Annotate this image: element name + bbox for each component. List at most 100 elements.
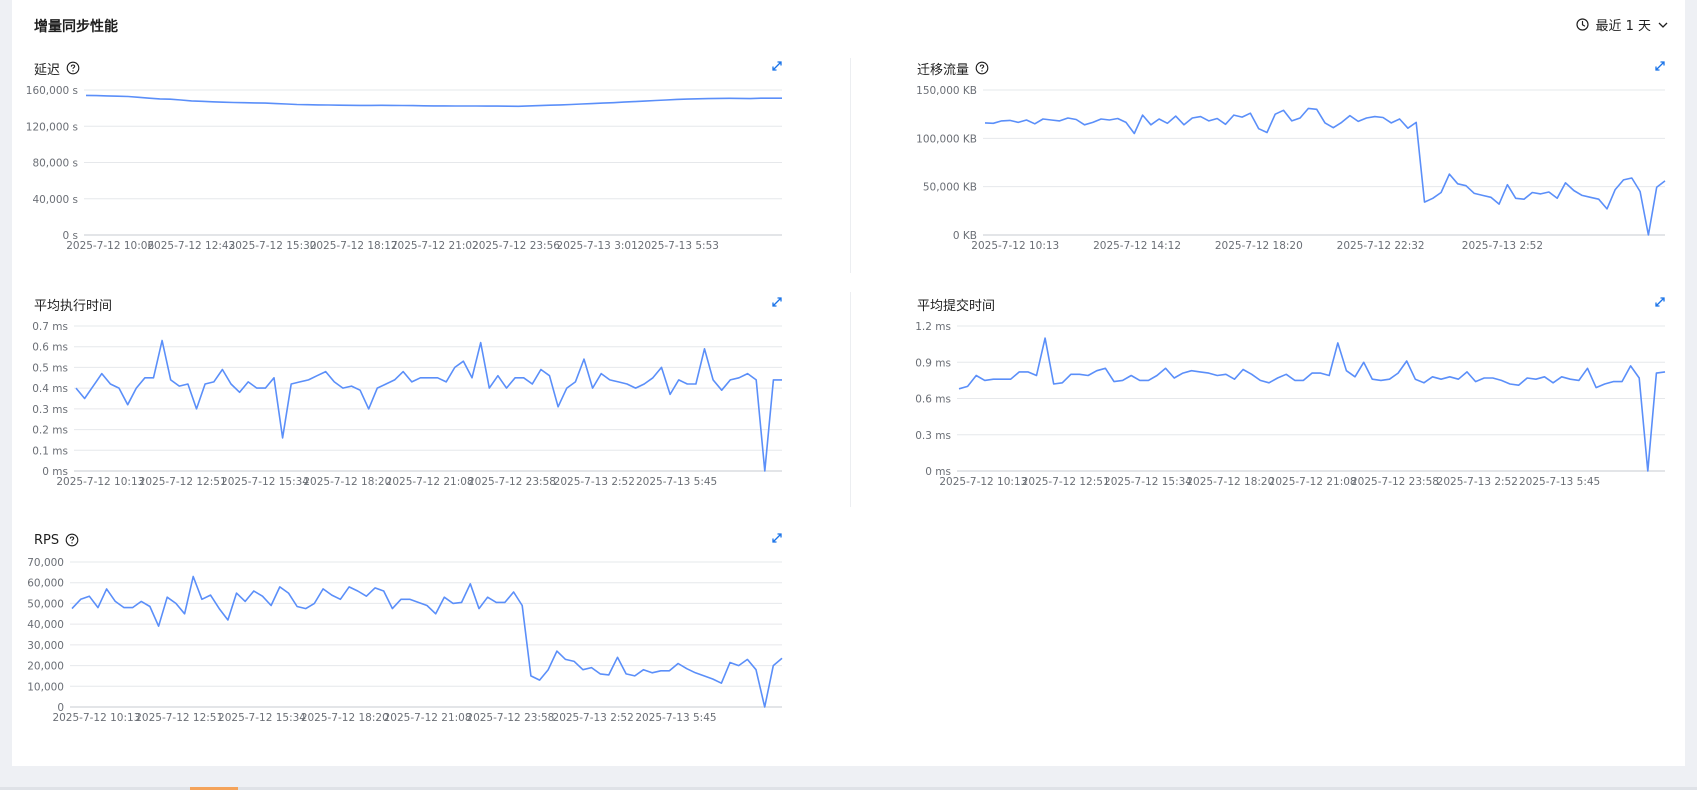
- series-line: [958, 337, 1666, 472]
- expand-icon[interactable]: [770, 58, 784, 72]
- x-tick-label: 2025-7-12 21:08: [384, 712, 472, 724]
- x-tick-label: 2025-7-12 22:32: [1337, 240, 1425, 252]
- expand-icon[interactable]: [770, 530, 784, 544]
- y-tick-label: 0.6 ms: [915, 394, 951, 406]
- x-tick-label: 2025-7-13 5:45: [1519, 476, 1600, 488]
- bottom-scrollbar-track: [0, 787, 1697, 790]
- x-tick-label: 2025-7-13 5:53: [638, 240, 719, 252]
- help-icon[interactable]: [66, 61, 80, 75]
- y-tick-label: 30,000: [27, 640, 64, 652]
- y-tick-label: 0.1 ms: [32, 445, 68, 457]
- y-tick-label: 0.6 ms: [32, 342, 68, 354]
- y-tick-label: 1.2 ms: [915, 321, 951, 333]
- chart-title: 延迟: [34, 62, 61, 78]
- y-tick-label: 120,000 s: [26, 121, 78, 133]
- y-tick-label: 0.7 ms: [32, 321, 68, 333]
- chart-plot: 0 s 40,000 s 80,000 s 120,000 s 160,000 s 202…: [26, 85, 782, 252]
- chart-header: 延迟: [34, 58, 80, 78]
- chart-rps: RPS 0 10,000 20,000 30,000 40,000 50,000 60,00…: [27, 530, 784, 745]
- y-tick-label: 0.4 ms: [32, 383, 68, 395]
- x-tick-label: 2025-7-12 15:34: [1104, 476, 1192, 488]
- y-tick-label: 0 ms: [925, 466, 951, 478]
- help-icon[interactable]: [65, 533, 79, 547]
- help-icon[interactable]: [975, 61, 989, 75]
- chart-title: 平均提交时间: [917, 298, 996, 314]
- y-tick-label: 160,000 s: [26, 85, 78, 97]
- chart-avg-commit-time: 平均提交时间 0 ms 0.3 ms 0.6 ms 0.9 ms 1.2 ms 2025-…: [915, 294, 1667, 509]
- chart-plot: 0 ms 0.3 ms 0.6 ms 0.9 ms 1.2 ms 2025-7-12 10…: [915, 321, 1666, 488]
- chart-plot: 0 ms 0.1 ms 0.2 ms 0.3 ms 0.4 ms 0.5 ms 0.6 ms…: [32, 321, 782, 488]
- y-tick-label: 40,000 s: [32, 194, 78, 206]
- page-title: 增量同步性能: [34, 19, 118, 35]
- x-tick-label: 2025-7-12 23:56: [472, 240, 560, 252]
- y-tick-label: 70,000: [27, 557, 64, 569]
- x-tick-label: 2025-7-12 21:02: [391, 240, 479, 252]
- y-tick-label: 80,000 s: [32, 158, 78, 170]
- x-tick-label: 2025-7-12 21:08: [1269, 476, 1357, 488]
- x-tick-label: 2025-7-12 12:51: [135, 712, 223, 724]
- x-tick-label: 2025-7-12 15:34: [218, 712, 306, 724]
- chart-avg-exec-time: 平均执行时间 0 ms 0.1 ms 0.2 ms 0.3 ms 0.4 ms 0.5 m…: [32, 294, 784, 509]
- x-tick-label: 2025-7-13 5:45: [635, 712, 716, 724]
- chart-latency: 延迟 0 s 40,000 s 80,000 s 120,000 s 160,000 s…: [26, 58, 784, 273]
- expand-icon[interactable]: [770, 294, 784, 308]
- chart-header: 平均执行时间: [34, 294, 112, 314]
- x-tick-label: 2025-7-12 18:20: [303, 476, 391, 488]
- y-tick-label: 20,000: [27, 661, 64, 673]
- chart-migration-traffic: 迁移流量 0 KB 50,000 KB 100,000 KB 150,000 KB 20…: [916, 58, 1667, 273]
- time-range-label: 最近 1 天: [1595, 19, 1651, 34]
- y-tick-label: 10,000: [27, 681, 64, 693]
- x-tick-label: 2025-7-12 10:13: [939, 476, 1027, 488]
- bottom-tab-indicator: [190, 787, 238, 790]
- chart-plot: 0 10,000 20,000 30,000 40,000 50,000 60,000 70,…: [27, 557, 783, 724]
- series-line: [984, 107, 1666, 236]
- x-tick-label: 2025-7-13 3:01: [557, 240, 638, 252]
- x-tick-label: 2025-7-13 2:52: [554, 476, 635, 488]
- x-tick-label: 2025-7-12 14:12: [1093, 240, 1181, 252]
- chart-title: 迁移流量: [917, 62, 970, 78]
- time-range-picker[interactable]: 最近 1 天: [1576, 15, 1669, 34]
- y-tick-label: 50,000 KB: [923, 182, 977, 194]
- chart-plot: 0 KB 50,000 KB 100,000 KB 150,000 KB 2025-7-…: [916, 85, 1666, 252]
- x-tick-label: 2025-7-13 5:45: [636, 476, 717, 488]
- x-tick-label: 2025-7-12 15:30: [229, 240, 317, 252]
- clock-icon: [1576, 18, 1590, 31]
- y-tick-label: 0 s: [63, 230, 79, 242]
- y-tick-label: 0 ms: [42, 466, 68, 478]
- column-divider: [850, 58, 851, 273]
- x-tick-label: 2025-7-12 10:13: [52, 712, 140, 724]
- x-tick-label: 2025-7-12 18:17: [310, 240, 398, 252]
- expand-icon[interactable]: [1653, 294, 1667, 308]
- chart-title: RPS: [34, 532, 60, 548]
- x-tick-label: 2025-7-12 18:20: [1215, 240, 1303, 252]
- series-line: [71, 575, 783, 708]
- chart-header: 迁移流量: [917, 58, 989, 78]
- x-tick-label: 2025-7-12 10:06: [66, 240, 154, 252]
- x-tick-label: 2025-7-12 10:13: [56, 476, 144, 488]
- y-tick-label: 100,000 KB: [916, 133, 977, 145]
- x-tick-label: 2025-7-12 12:43: [147, 240, 235, 252]
- y-tick-label: 0.3 ms: [915, 430, 951, 442]
- y-tick-label: 0.9 ms: [915, 357, 951, 369]
- y-tick-label: 0.3 ms: [32, 404, 68, 416]
- chart-header: 平均提交时间: [917, 294, 995, 314]
- x-tick-label: 2025-7-12 18:20: [301, 712, 389, 724]
- x-tick-label: 2025-7-13 2:52: [1437, 476, 1518, 488]
- expand-icon[interactable]: [1653, 58, 1667, 72]
- x-tick-label: 2025-7-12 12:51: [1022, 476, 1110, 488]
- x-tick-label: 2025-7-12 18:20: [1186, 476, 1274, 488]
- series-line: [75, 339, 782, 472]
- y-tick-label: 50,000: [27, 598, 64, 610]
- x-tick-label: 2025-7-12 23:58: [1351, 476, 1439, 488]
- y-tick-label: 0 KB: [953, 230, 977, 242]
- chart-header: RPS: [34, 530, 79, 550]
- performance-panel: [12, 0, 1685, 766]
- y-tick-label: 150,000 KB: [916, 85, 977, 97]
- y-tick-label: 60,000: [27, 578, 64, 590]
- x-tick-label: 2025-7-13 2:52: [1462, 240, 1543, 252]
- y-tick-label: 0.2 ms: [32, 425, 68, 437]
- chart-title: 平均执行时间: [34, 298, 113, 314]
- x-tick-label: 2025-7-13 2:52: [553, 712, 634, 724]
- chevron-down-icon: [1657, 19, 1669, 31]
- y-tick-label: 0.5 ms: [32, 362, 68, 374]
